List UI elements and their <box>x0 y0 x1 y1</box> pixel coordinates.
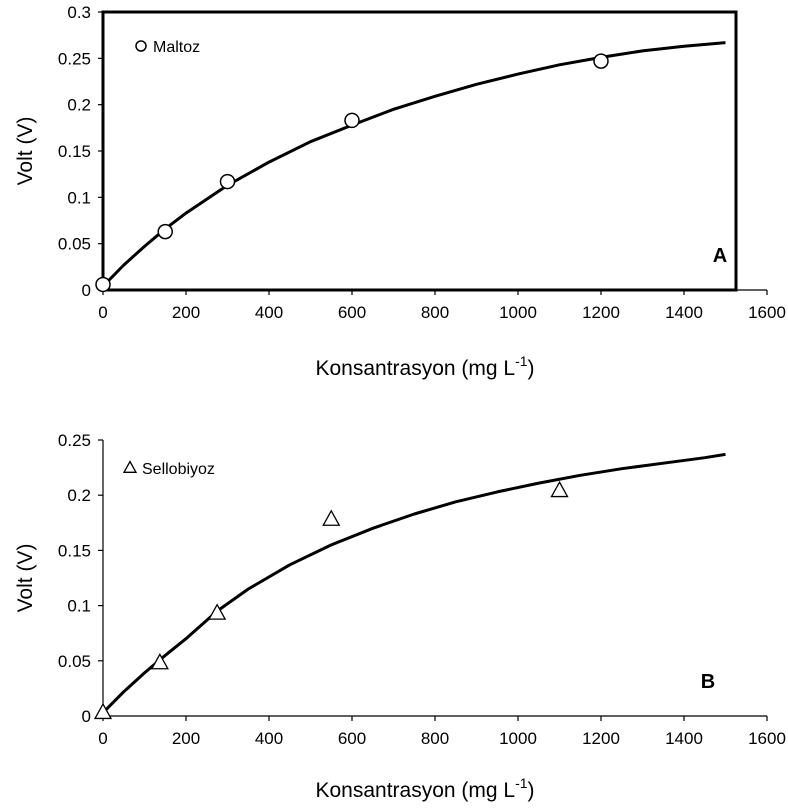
panel-label: A <box>713 245 727 267</box>
x-axis-title: Konsantrasyon (mg L-1) <box>315 775 534 802</box>
x-tick-label: 0 <box>98 729 107 748</box>
x-tick-label: 600 <box>338 729 366 748</box>
x-tick-label: 1600 <box>748 303 786 322</box>
data-point <box>219 173 236 190</box>
x-axis-title: Konsantrasyon (mg L-1) <box>315 353 534 380</box>
y-tick-label: 0.2 <box>67 486 91 505</box>
y-tick-label: 0.2 <box>67 96 91 115</box>
x-axis-title-suffix: ) <box>528 779 535 802</box>
chart-panel-b: 0 200 400 600 800 1000 1200 1400 1600 0 0.05 0.1 0.1… <box>14 431 786 802</box>
x-tick-label: 200 <box>172 303 200 322</box>
x-tick-label: 600 <box>338 303 366 322</box>
y-axis-title: Volt (V) <box>14 544 37 613</box>
legend-marker <box>135 40 147 52</box>
x-tick-label: 1600 <box>748 729 786 748</box>
x-axis-title-main: Konsantrasyon (mg L <box>315 357 515 380</box>
legend-label: Maltoz <box>153 39 200 56</box>
x-tick-label: 1400 <box>665 729 703 748</box>
data-point <box>95 276 111 293</box>
legend-label: Sellobiyoz <box>142 461 215 478</box>
y-tick-label: 0.1 <box>67 188 91 207</box>
x-axis-title-main: Konsantrasyon (mg L <box>315 779 515 802</box>
legend-marker <box>122 460 138 473</box>
fit-curve <box>101 452 726 714</box>
x-tick-label: 0 <box>98 303 107 322</box>
data-point <box>150 653 169 670</box>
data-point <box>93 702 113 720</box>
data-point <box>593 53 609 69</box>
y-axis-title: Volt (V) <box>14 117 37 186</box>
x-tick-label: 200 <box>172 729 200 748</box>
y-tick-label: 0 <box>82 281 91 300</box>
y-tick-label: 0 <box>82 707 91 726</box>
x-tick-label: 1000 <box>499 303 537 322</box>
data-point <box>550 480 569 498</box>
data-point <box>157 223 173 240</box>
data-point <box>208 603 227 620</box>
x-tick-label: 800 <box>421 729 449 748</box>
x-tick-label: 1200 <box>582 303 620 322</box>
x-tick-label: 800 <box>421 303 449 322</box>
y-tick-label: 0.15 <box>58 142 91 161</box>
x-tick-label: 1400 <box>665 303 703 322</box>
fit-curve <box>101 41 726 288</box>
x-axis-title-superscript: -1 <box>515 353 528 369</box>
x-tick-label: 400 <box>255 303 283 322</box>
x-axis-title-suffix: ) <box>528 357 535 380</box>
y-tick-label: 0.25 <box>58 49 91 68</box>
y-tick-label: 0.1 <box>67 597 91 616</box>
x-tick-label: 400 <box>255 729 283 748</box>
y-tick-label: 0.15 <box>58 541 91 560</box>
y-tick-label: 0.05 <box>58 235 91 254</box>
y-tick-label: 0.05 <box>58 652 91 671</box>
data-point <box>322 509 341 526</box>
x-tick-label: 1200 <box>582 729 620 748</box>
x-axis-title-superscript: -1 <box>515 775 528 791</box>
chart-panel-a: 0 200 400 600 800 1000 1200 1400 1600 0 0.05 0.1 0.1… <box>14 3 786 380</box>
y-tick-label: 0.25 <box>58 431 91 450</box>
data-point <box>344 112 360 129</box>
x-tick-label: 1000 <box>499 729 537 748</box>
panel-label: B <box>701 671 715 693</box>
y-tick-label: 0.3 <box>67 3 91 22</box>
